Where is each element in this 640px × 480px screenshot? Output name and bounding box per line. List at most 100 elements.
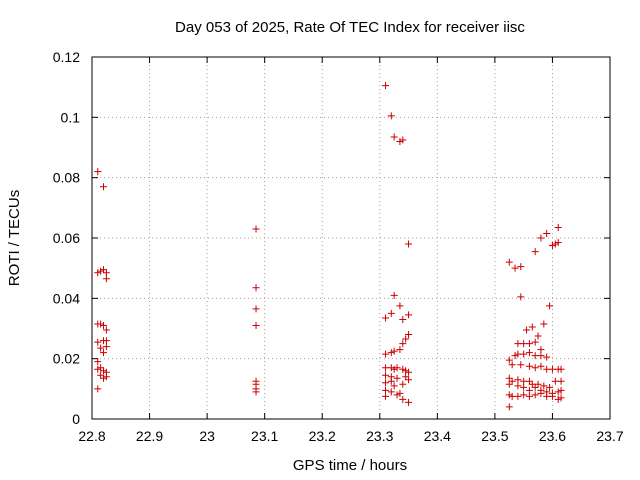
data-point bbox=[396, 389, 404, 397]
x-tick-label: 23.7 bbox=[596, 428, 623, 444]
data-point bbox=[557, 386, 565, 394]
data-point bbox=[97, 344, 105, 352]
data-point bbox=[405, 398, 413, 406]
data-point bbox=[508, 361, 516, 369]
data-point bbox=[514, 376, 522, 384]
x-tick-label: 22.9 bbox=[136, 428, 163, 444]
data-point bbox=[94, 365, 102, 373]
data-point bbox=[537, 346, 545, 354]
data-point bbox=[554, 239, 562, 247]
x-tick-label: 23.3 bbox=[366, 428, 393, 444]
data-point bbox=[102, 269, 110, 277]
data-point bbox=[508, 377, 516, 385]
data-point bbox=[402, 367, 410, 375]
data-point bbox=[102, 326, 110, 334]
data-point bbox=[546, 383, 554, 391]
data-point bbox=[531, 383, 539, 391]
data-point bbox=[540, 320, 548, 328]
y-tick-label: 0.12 bbox=[53, 49, 80, 65]
data-point bbox=[548, 392, 556, 400]
data-point bbox=[102, 337, 110, 345]
data-point bbox=[554, 395, 562, 403]
data-point bbox=[97, 371, 105, 379]
data-point bbox=[390, 382, 398, 390]
y-axis-label: ROTI / TECUs bbox=[6, 190, 23, 286]
data-point bbox=[514, 382, 522, 390]
data-point bbox=[390, 347, 398, 355]
x-tick-label: 23.5 bbox=[481, 428, 508, 444]
data-point bbox=[97, 267, 105, 275]
y-tick-label: 0 bbox=[72, 411, 80, 427]
data-point bbox=[399, 380, 407, 388]
data-point bbox=[396, 302, 404, 310]
data-point bbox=[399, 340, 407, 348]
data-point bbox=[100, 266, 108, 274]
data-point bbox=[537, 234, 545, 242]
y-tick-label: 0.02 bbox=[53, 351, 80, 367]
data-point bbox=[557, 377, 565, 385]
data-point bbox=[525, 362, 533, 370]
data-point bbox=[387, 112, 395, 120]
data-point bbox=[525, 377, 533, 385]
data-point bbox=[520, 350, 528, 358]
data-point bbox=[399, 136, 407, 144]
data-point bbox=[531, 338, 539, 346]
data-point bbox=[505, 403, 513, 411]
data-point bbox=[517, 263, 525, 271]
data-point bbox=[100, 367, 108, 375]
data-point bbox=[94, 269, 102, 277]
grid-lines bbox=[92, 57, 610, 419]
x-tick-label: 23 bbox=[199, 428, 215, 444]
data-point bbox=[252, 305, 260, 313]
data-point bbox=[525, 386, 533, 394]
y-tick-label: 0.08 bbox=[53, 170, 80, 186]
data-point bbox=[94, 168, 102, 176]
y-tick-label: 0.1 bbox=[61, 109, 81, 125]
data-point bbox=[390, 365, 398, 373]
data-point bbox=[94, 338, 102, 346]
data-point bbox=[531, 248, 539, 256]
data-point bbox=[387, 377, 395, 385]
data-point bbox=[520, 383, 528, 391]
data-point bbox=[390, 291, 398, 299]
data-point bbox=[525, 392, 533, 400]
data-point bbox=[393, 374, 401, 382]
data-point bbox=[405, 331, 413, 339]
data-point bbox=[100, 321, 108, 329]
data-point bbox=[517, 293, 525, 301]
data-point bbox=[537, 352, 545, 360]
data-points bbox=[94, 82, 565, 411]
data-point bbox=[382, 82, 390, 90]
data-point bbox=[387, 309, 395, 317]
data-point bbox=[382, 314, 390, 322]
data-point bbox=[551, 240, 559, 248]
axis-ticks: 22.8 22.9 23 23.1 23.2 23.3 23.4 23.5 23.6 23.7 0 0… bbox=[53, 49, 624, 444]
data-point bbox=[534, 380, 542, 388]
data-point bbox=[382, 392, 390, 400]
data-point bbox=[505, 258, 513, 266]
data-point bbox=[399, 315, 407, 323]
data-point bbox=[528, 323, 536, 331]
data-point bbox=[102, 275, 110, 283]
data-point bbox=[523, 326, 531, 334]
data-point bbox=[405, 240, 413, 248]
data-point bbox=[382, 371, 390, 379]
data-point bbox=[554, 223, 562, 231]
data-point bbox=[505, 374, 513, 382]
data-point bbox=[102, 373, 110, 381]
data-point bbox=[514, 392, 522, 400]
data-point bbox=[405, 376, 413, 384]
x-tick-label: 23.4 bbox=[424, 428, 451, 444]
x-tick-label: 23.6 bbox=[539, 428, 566, 444]
data-point bbox=[390, 133, 398, 141]
data-point bbox=[97, 320, 105, 328]
data-point bbox=[94, 358, 102, 366]
chart-title: Day 053 of 2025, Rate Of TEC Index for r… bbox=[175, 19, 525, 36]
y-tick-label: 0.06 bbox=[53, 230, 80, 246]
data-point bbox=[399, 365, 407, 373]
data-point bbox=[557, 394, 565, 402]
data-point bbox=[511, 264, 519, 272]
data-point bbox=[97, 364, 105, 372]
data-point bbox=[402, 335, 410, 343]
